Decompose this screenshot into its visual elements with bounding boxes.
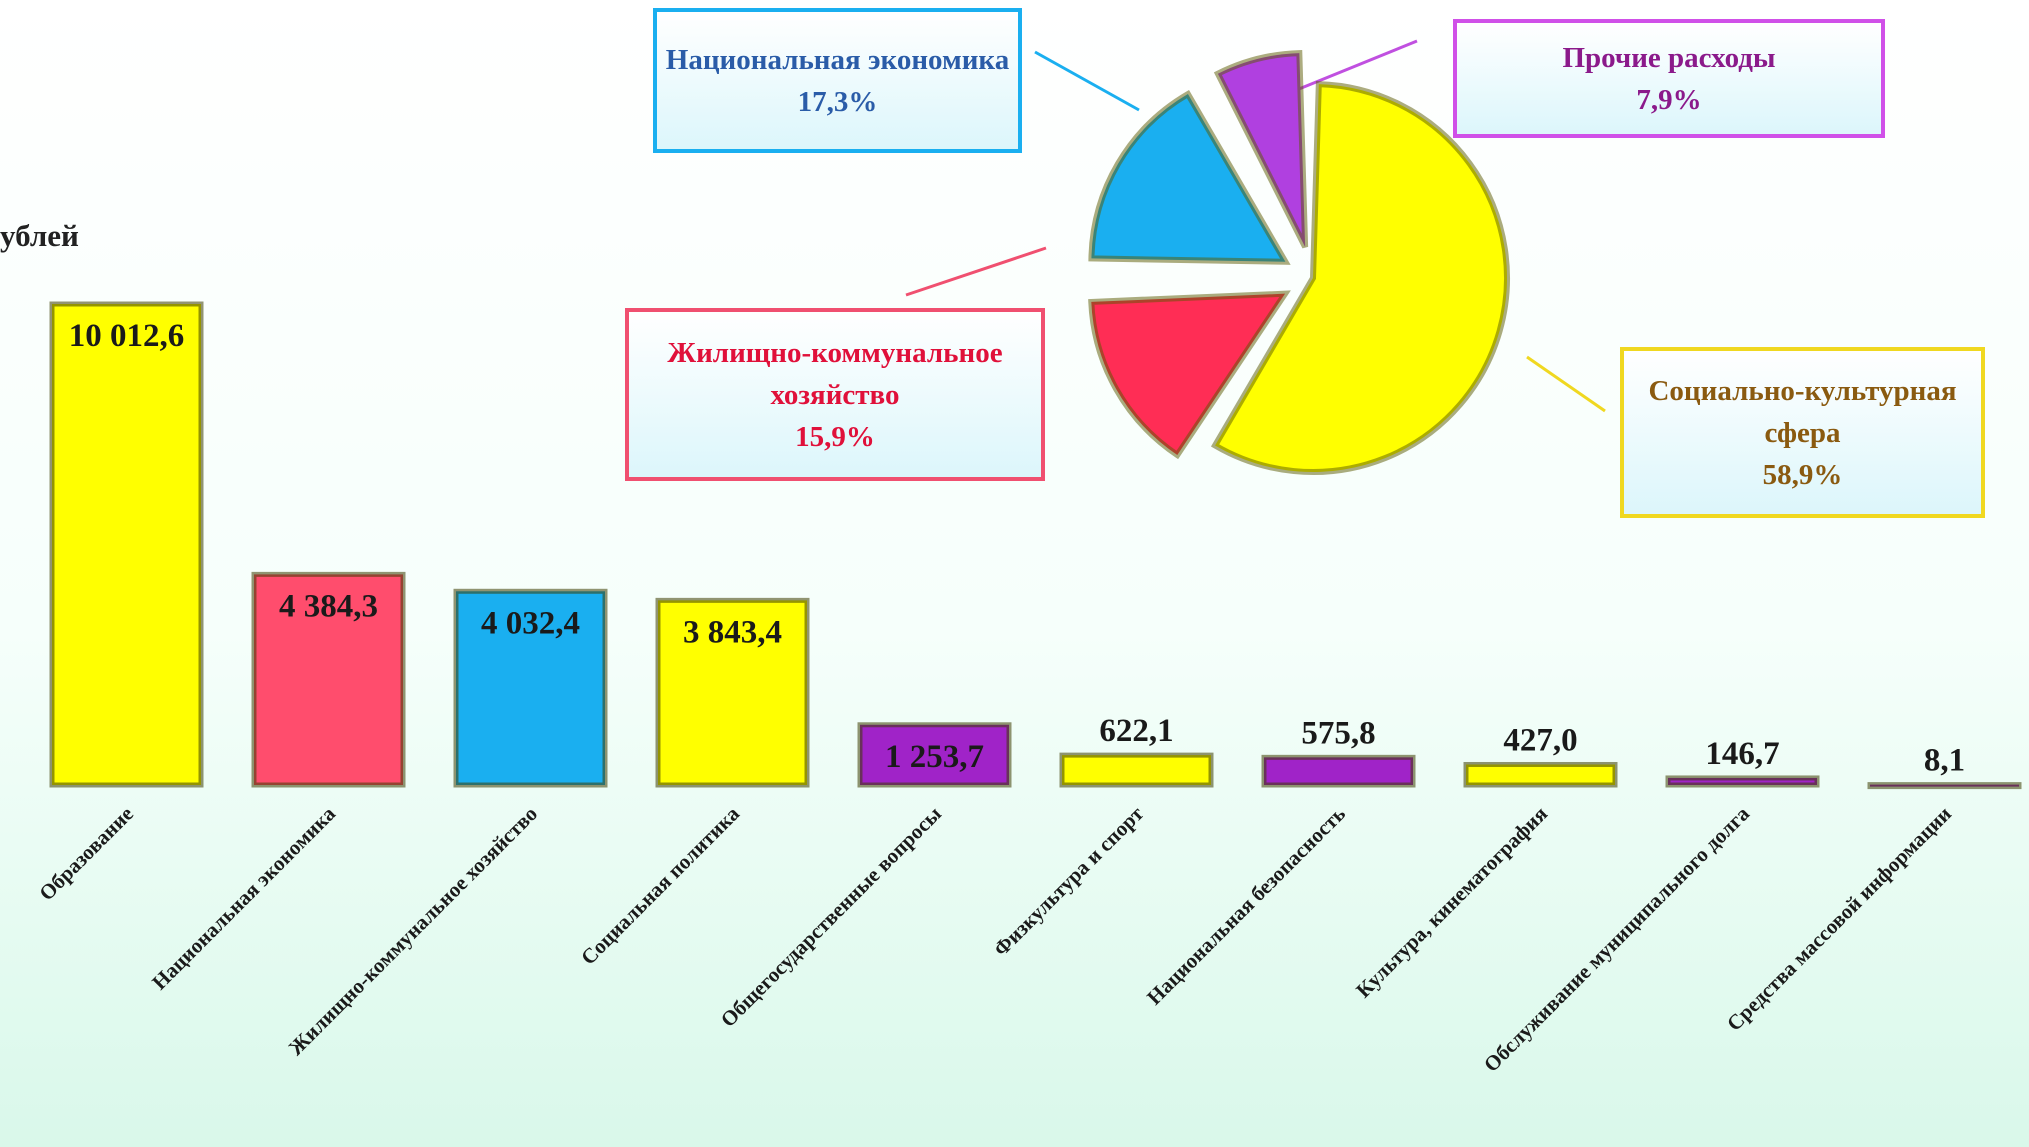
pie-value-label: 15,9% (795, 420, 875, 453)
bar (49, 301, 204, 788)
pie-label-box: Прочие расходы 7,9% (1453, 19, 1885, 138)
pie-slice (1213, 49, 1309, 249)
x-tick-label: Жилищно-коммунальное хозяйство (284, 802, 542, 1060)
pie-label: Жилищно-коммунальное хозяйство (667, 336, 1003, 411)
x-tick-label: Средства массовой информации (1722, 802, 1956, 1036)
pie-label-box: Жилищно-коммунальное хозяйство 15,9% (625, 308, 1045, 481)
value-label: 1 253,7 (885, 739, 984, 775)
pie-label: Прочие расходы (1562, 41, 1776, 74)
value-label: 622,1 (1099, 713, 1173, 749)
leader-line (905, 246, 1047, 297)
pie-label-box: Национальная экономика 17,3% (653, 8, 1022, 153)
x-tick-label: Национальная экономика (147, 801, 340, 994)
pie-value-label: 58,9% (1762, 458, 1843, 491)
value-label: 146,7 (1705, 736, 1779, 772)
x-tick-label: Социальная политика (576, 801, 744, 969)
pie-label: Национальная экономика (665, 43, 1010, 76)
bar (857, 722, 1012, 788)
pie-value-label: 7,9% (1636, 83, 1702, 116)
bar (1867, 782, 2022, 790)
pie-slice (1088, 290, 1291, 460)
x-tick-label: Образование (34, 802, 138, 906)
bar (251, 571, 406, 788)
value-label: 10 012,6 (69, 318, 185, 354)
x-tick-label: Культура, кинематография (1351, 802, 1552, 1003)
bar (1463, 761, 1618, 788)
unit-label: ублей (0, 218, 79, 253)
value-label: 4 384,3 (279, 588, 378, 624)
bar (1665, 775, 1820, 788)
value-label: 427,0 (1503, 722, 1577, 758)
leader-line (1034, 50, 1140, 112)
bar (453, 588, 608, 788)
x-tick-label: Национальная безопасность (1142, 802, 1350, 1010)
bar (655, 597, 810, 788)
value-label: 575,8 (1301, 715, 1375, 751)
value-label: 4 032,4 (481, 605, 580, 641)
pie-slice (1088, 89, 1291, 265)
leader-line (1526, 355, 1606, 413)
leader-line (1293, 39, 1418, 93)
bar (1059, 752, 1214, 788)
pie-label: Социально-культурная сфера (1648, 374, 1957, 449)
value-label: 3 843,4 (683, 614, 782, 650)
pie-label-box: Социально-культурная сфера 58,9% (1620, 347, 1985, 518)
value-label: 8,1 (1924, 743, 1965, 779)
x-tick-label: Общегосударственные вопросы (716, 802, 946, 1032)
pie-slice (1210, 80, 1510, 475)
pie-value-label: 17,3% (797, 85, 878, 118)
bar (1261, 754, 1416, 788)
x-tick-label: Физкультура и спорт (989, 801, 1149, 961)
